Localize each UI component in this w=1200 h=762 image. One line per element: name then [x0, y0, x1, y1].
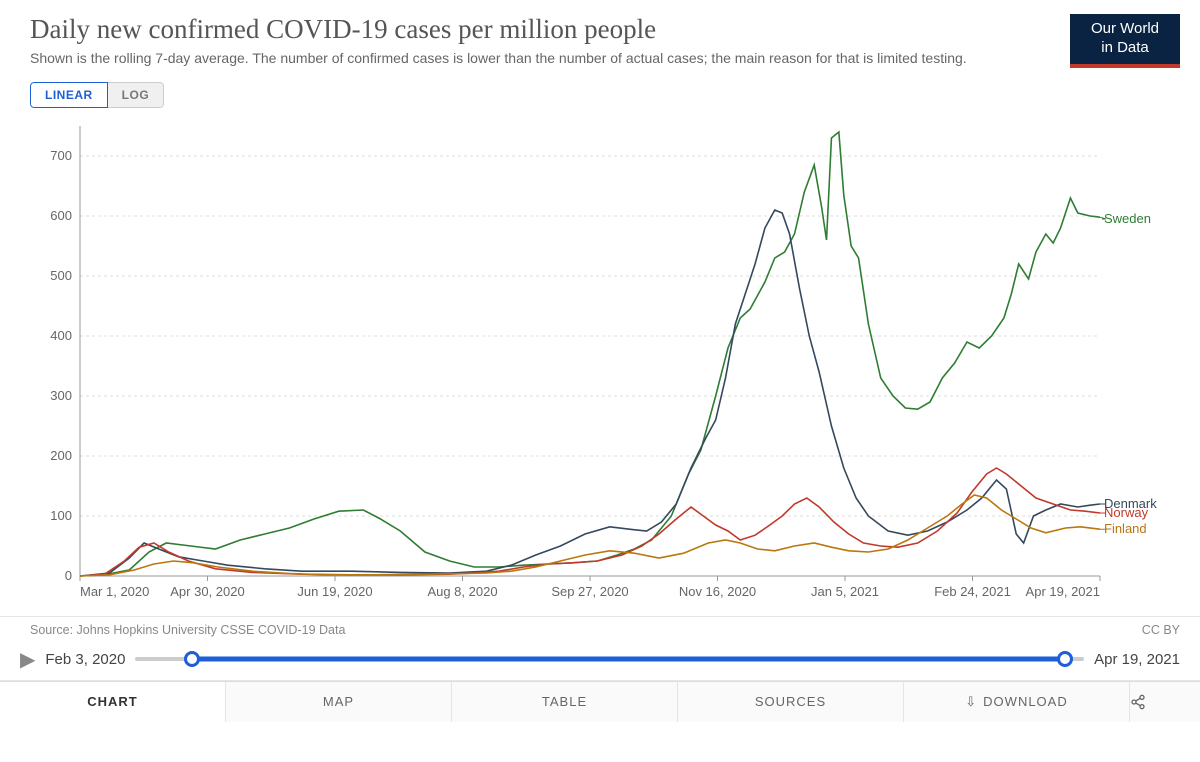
series-label-finland[interactable]: Finland [1104, 521, 1147, 536]
svg-text:700: 700 [50, 148, 72, 163]
timeline-slider[interactable] [135, 648, 1084, 670]
slider-fill [192, 657, 1065, 662]
share-icon [1130, 694, 1146, 710]
logo-line1: Our World [1070, 20, 1180, 39]
series-sweden [80, 132, 1100, 576]
tab-download[interactable]: ⇩DOWNLOAD [904, 682, 1130, 722]
chart-subtitle: Shown is the rolling 7-day average. The … [30, 49, 980, 68]
svg-text:Aug 8, 2020: Aug 8, 2020 [427, 584, 497, 599]
scale-toggle: LINEAR LOG [30, 82, 164, 108]
svg-text:200: 200 [50, 448, 72, 463]
chart-area: 0 100 200 300 400 500 600 700 Mar 1, 2020 Apr 30,… [30, 116, 1180, 616]
series-label-sweden[interactable]: Sweden [1104, 211, 1151, 226]
play-button[interactable]: ▶ [20, 647, 35, 672]
tab-bar: CHARTMAPTABLESOURCES⇩DOWNLOAD [0, 681, 1200, 722]
log-button[interactable]: LOG [108, 82, 165, 108]
svg-text:Jun 19, 2020: Jun 19, 2020 [297, 584, 372, 599]
series-finland [80, 495, 1100, 576]
series-denmark [80, 210, 1100, 576]
svg-text:500: 500 [50, 268, 72, 283]
source-footer: Source: Johns Hopkins University CSSE CO… [0, 616, 1200, 641]
tab-map[interactable]: MAP [226, 682, 452, 722]
tab-table[interactable]: TABLE [452, 682, 678, 722]
slider-handle-end[interactable] [1057, 651, 1073, 667]
tab-share[interactable] [1130, 682, 1200, 722]
owid-logo: Our World in Data [1070, 14, 1180, 68]
download-icon: ⇩ [965, 694, 977, 709]
svg-text:100: 100 [50, 508, 72, 523]
svg-text:Apr 30, 2020: Apr 30, 2020 [170, 584, 244, 599]
series-label-norway[interactable]: Norway [1104, 505, 1149, 520]
timeline-start-label: Feb 3, 2020 [45, 651, 125, 668]
timeline: ▶ Feb 3, 2020 Apr 19, 2021 [0, 641, 1200, 681]
source-text: Source: Johns Hopkins University CSSE CO… [30, 623, 345, 637]
linear-button[interactable]: LINEAR [30, 82, 108, 108]
license-text: CC BY [1142, 623, 1180, 637]
chart-title: Daily new confirmed COVID-19 cases per m… [30, 14, 1180, 45]
svg-text:400: 400 [50, 328, 72, 343]
slider-handle-start[interactable] [184, 651, 200, 667]
series-norway [80, 468, 1100, 576]
svg-text:Mar 1, 2020: Mar 1, 2020 [80, 584, 149, 599]
chart-header: Our World in Data Daily new confirmed CO… [30, 14, 1180, 68]
svg-text:Apr 19, 2021: Apr 19, 2021 [1026, 584, 1100, 599]
logo-line2: in Data [1070, 39, 1180, 58]
svg-text:Sep 27, 2020: Sep 27, 2020 [551, 584, 628, 599]
svg-text:Jan 5, 2021: Jan 5, 2021 [811, 584, 879, 599]
svg-text:0: 0 [65, 568, 72, 583]
timeline-end-label: Apr 19, 2021 [1094, 651, 1180, 668]
tab-chart[interactable]: CHART [0, 682, 226, 722]
svg-text:300: 300 [50, 388, 72, 403]
svg-text:Feb 24, 2021: Feb 24, 2021 [934, 584, 1011, 599]
svg-text:Nov 16, 2020: Nov 16, 2020 [679, 584, 756, 599]
tab-sources[interactable]: SOURCES [678, 682, 904, 722]
svg-text:600: 600 [50, 208, 72, 223]
line-chart-svg: 0 100 200 300 400 500 600 700 Mar 1, 2020 Apr 30,… [30, 116, 1180, 616]
